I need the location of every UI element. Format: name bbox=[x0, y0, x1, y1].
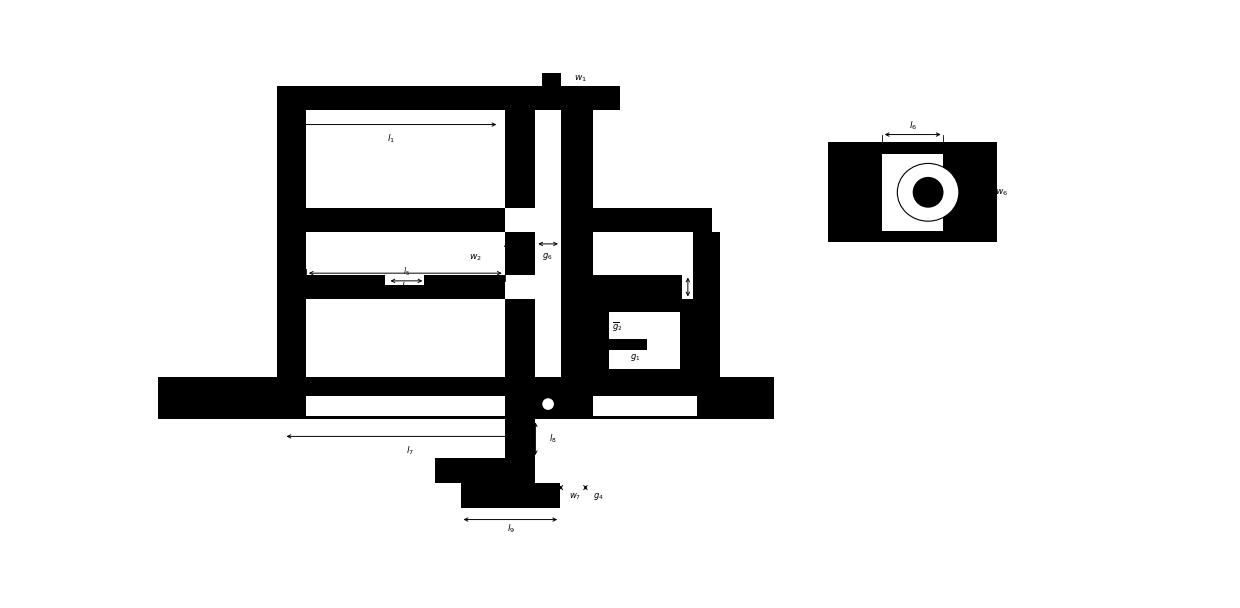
Ellipse shape bbox=[898, 164, 959, 221]
Ellipse shape bbox=[913, 177, 944, 208]
Bar bbox=[505, 208, 536, 232]
Text: $l_5$: $l_5$ bbox=[403, 265, 410, 278]
Bar bbox=[386, 275, 424, 294]
Bar bbox=[461, 483, 560, 508]
Text: $l_7$: $l_7$ bbox=[405, 444, 414, 457]
Text: $\overline{g}_2$: $\overline{g}_2$ bbox=[613, 320, 622, 334]
Text: $g_5$: $g_5$ bbox=[707, 306, 717, 317]
Bar bbox=[386, 285, 424, 294]
Text: $w_6$: $w_6$ bbox=[994, 187, 1008, 198]
Text: $l_9$: $l_9$ bbox=[507, 522, 515, 535]
Text: $l_8$: $l_8$ bbox=[549, 432, 557, 445]
Bar bbox=[306, 208, 505, 232]
Text: $w_1$: $w_1$ bbox=[574, 73, 587, 84]
Bar bbox=[159, 377, 774, 420]
Bar bbox=[505, 86, 536, 377]
Text: $w_5$: $w_5$ bbox=[434, 291, 445, 302]
Text: $l_6$: $l_6$ bbox=[909, 119, 916, 131]
Bar bbox=[306, 385, 505, 396]
Text: $w_2$: $w_2$ bbox=[469, 252, 481, 263]
Bar bbox=[435, 458, 536, 483]
Text: $w_4$: $w_4$ bbox=[701, 282, 714, 292]
Text: $g_6$: $g_6$ bbox=[542, 250, 553, 261]
Bar bbox=[593, 275, 682, 299]
Bar bbox=[882, 154, 944, 231]
Bar bbox=[536, 86, 620, 110]
Bar bbox=[593, 299, 693, 377]
Bar bbox=[682, 275, 693, 299]
Bar bbox=[542, 73, 560, 86]
Bar bbox=[609, 312, 681, 370]
Bar bbox=[505, 275, 536, 299]
Text: $W$: $W$ bbox=[749, 392, 761, 404]
Bar bbox=[593, 385, 697, 396]
Bar bbox=[560, 86, 593, 377]
Bar bbox=[593, 385, 697, 416]
Text: $g_3$: $g_3$ bbox=[334, 387, 345, 398]
Text: $w_7$: $w_7$ bbox=[568, 491, 580, 502]
Bar bbox=[609, 339, 647, 350]
Bar bbox=[505, 420, 536, 458]
Text: $l_2$: $l_2$ bbox=[585, 167, 593, 179]
Text: $l_3$: $l_3$ bbox=[402, 281, 409, 293]
Bar bbox=[693, 232, 720, 377]
Bar bbox=[278, 110, 306, 377]
Text: $g_1$: $g_1$ bbox=[630, 353, 641, 364]
Text: $w_3$: $w_3$ bbox=[682, 209, 694, 219]
Text: $g_4$: $g_4$ bbox=[593, 491, 604, 502]
Text: $l_1$: $l_1$ bbox=[387, 132, 396, 145]
Text: $l_4$: $l_4$ bbox=[293, 281, 301, 293]
Bar bbox=[278, 86, 505, 110]
Bar bbox=[306, 275, 505, 299]
Bar bbox=[828, 142, 997, 243]
Bar bbox=[593, 208, 713, 232]
Bar bbox=[306, 385, 505, 416]
Circle shape bbox=[542, 398, 554, 410]
Text: $R$: $R$ bbox=[843, 186, 851, 198]
